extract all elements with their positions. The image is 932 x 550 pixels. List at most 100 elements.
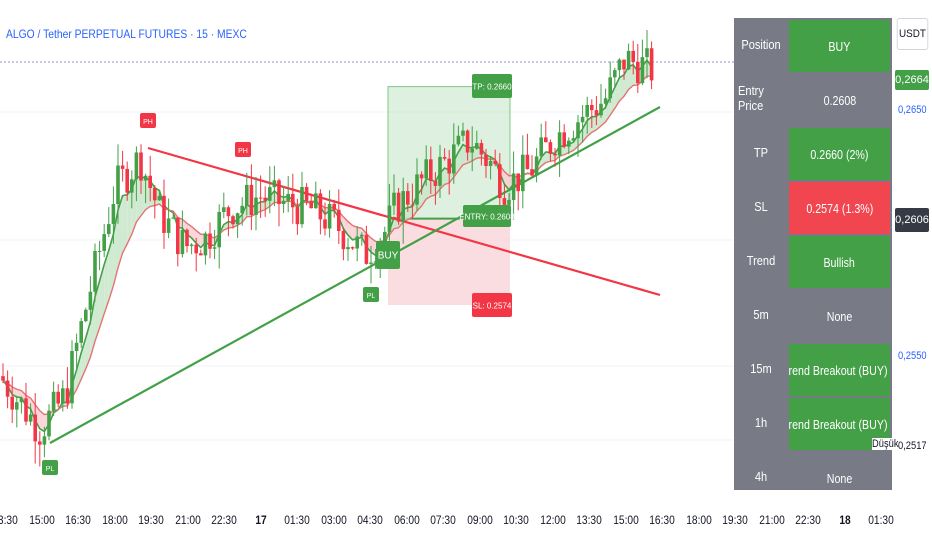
time-tick-label: 17 — [254, 513, 267, 527]
candle-body — [636, 61, 640, 84]
candle-body — [185, 229, 189, 247]
time-tick-label: 12:00 — [539, 513, 566, 527]
candle-body — [65, 388, 70, 404]
table-row: 15m Trend Breakout (BUY) ↑ — [734, 342, 892, 396]
candle-body — [369, 262, 373, 264]
candle-body — [15, 402, 19, 410]
row-value: Bullish — [789, 236, 890, 288]
candle-body — [548, 142, 553, 154]
candle-body — [594, 110, 599, 116]
candle-body — [47, 410, 51, 437]
time-tick-label: 15:00 — [28, 513, 55, 527]
pl-marker-box — [363, 287, 379, 302]
candle-body — [281, 200, 286, 205]
candle-body — [97, 250, 102, 252]
candle-body — [525, 154, 530, 170]
candle-body — [530, 169, 534, 176]
chart-labels: PH PH PL PL BUY TP: 0.2660 ENTRY: 0.2608 SL: 0.… — [42, 74, 515, 475]
candle-body — [93, 250, 97, 292]
low-label: Düşük — [872, 438, 899, 450]
row-value: None — [789, 290, 890, 342]
candle-body — [447, 158, 451, 174]
candle-body — [603, 98, 608, 104]
candle-body — [143, 175, 148, 181]
candle-body — [291, 193, 295, 208]
row-value: 0.2608 — [789, 74, 890, 126]
buy-signal-box — [376, 241, 400, 269]
candle-body — [222, 207, 226, 212]
candle-body — [387, 205, 392, 232]
ema-band-segment — [269, 190, 275, 207]
candle-body — [452, 144, 456, 174]
time-tick-label: 18:00 — [685, 513, 712, 527]
candle-body — [153, 187, 157, 201]
candle-body — [475, 143, 479, 149]
candle-body — [479, 143, 484, 155]
entry-label: ENTRY: 0.2608 — [459, 213, 515, 222]
ema-band-segment — [136, 176, 141, 222]
ema-band-segment — [426, 178, 431, 199]
ema-bands — [2, 58, 653, 433]
sl-label-box — [472, 293, 512, 317]
time-tick-label: 01:30 — [868, 513, 894, 527]
candle-body — [125, 168, 129, 193]
time-axis[interactable]: 13:30 15:00 16:30 18:00 19:30 21:00 22:30 17 01:… — [0, 505, 932, 545]
ema-band-segment — [122, 194, 128, 253]
ema-band-segment — [104, 250, 109, 314]
candle-body — [383, 231, 387, 244]
candle-body — [364, 234, 369, 264]
candle-body — [323, 219, 327, 229]
row-label: SL — [754, 198, 768, 214]
position-table: Position BUY Entry Price 0.2608 TP 0.2660 (2%… — [734, 18, 892, 490]
time-tick-label: 19:30 — [138, 513, 164, 527]
support-trendline — [49, 106, 661, 444]
time-tick-label: 15:00 — [612, 513, 639, 527]
candle-body — [502, 198, 507, 205]
candle-body — [286, 193, 290, 201]
candle-body — [61, 388, 65, 404]
price-chart[interactable]: PH PH PL PL BUY TP: 0.2660 ENTRY: 0.2608 SL: 0.… — [0, 0, 892, 505]
tp-price-tag: 0,2664 — [895, 70, 929, 90]
candle-body — [608, 77, 612, 99]
candle-body — [162, 195, 166, 233]
candle-body — [590, 104, 594, 111]
time-tick-label: 09:00 — [466, 513, 493, 527]
candle-body — [571, 138, 576, 141]
slow-ema-line — [2, 75, 652, 416]
candle-body — [176, 217, 180, 255]
row-value: 0.2660 (2%) — [789, 128, 890, 180]
price-tick-label: 0,2650 — [898, 104, 927, 116]
chart-title: ALGO / Tether PERPETUAL FUTURES · 15 · M… — [6, 27, 247, 41]
candle-body — [203, 233, 208, 256]
price-axis[interactable]: USDT 0,2664 0,2650 0,2606 0,2550 0,2517 — [892, 0, 932, 490]
candle-body — [337, 209, 341, 231]
table-row: 4h None — [734, 450, 892, 490]
candle-body — [314, 193, 318, 209]
ema-band-segment — [99, 264, 105, 328]
time-tick-label: 06:00 — [393, 513, 420, 527]
candle-body — [84, 309, 88, 322]
candle-body — [350, 247, 355, 249]
candle-body — [511, 173, 516, 200]
candle-body — [1, 376, 5, 381]
candle-body — [111, 204, 116, 225]
candle-body — [470, 148, 474, 153]
row-value: 0.2574 (1.3%) — [789, 182, 890, 234]
candle-body — [539, 137, 543, 157]
row-value: Trend Breakout (BUY) ↑ — [789, 344, 890, 396]
candle-body — [410, 204, 415, 206]
ema-band-segment — [81, 337, 86, 380]
pl-marker: PL — [367, 293, 376, 300]
candle-body — [134, 152, 139, 180]
candle-body — [254, 197, 258, 215]
candle-body — [401, 191, 405, 222]
candle-body — [88, 291, 93, 310]
candle-body — [189, 244, 194, 247]
sl-label: SL: 0.2574 — [473, 302, 512, 311]
time-tick-label: 13:30 — [576, 513, 602, 527]
time-tick-label: 10:30 — [503, 513, 529, 527]
currency-button[interactable]: USDT — [896, 18, 929, 50]
candle-body — [649, 48, 654, 81]
candle-body — [79, 321, 83, 343]
ema-band-segment — [564, 144, 569, 155]
